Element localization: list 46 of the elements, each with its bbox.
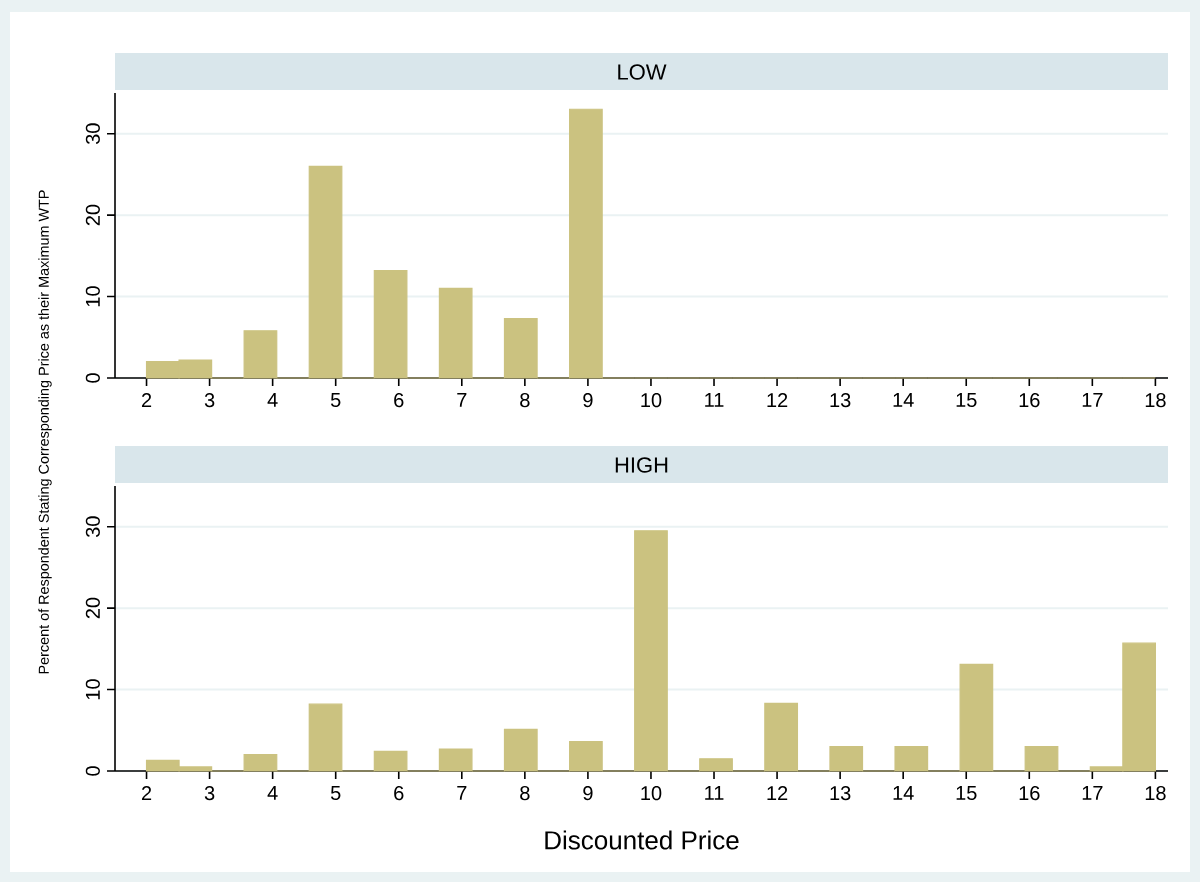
x-tick-label: 10 <box>641 393 662 408</box>
x-tick-label: 16 <box>1019 786 1040 801</box>
x-tick-label: 2 <box>141 786 152 801</box>
x-tick-label: 12 <box>767 393 788 408</box>
x-tick-label: 6 <box>394 786 404 801</box>
x-tick-label: 8 <box>520 786 530 801</box>
x-tick-label: 10 <box>641 786 662 801</box>
x-tick-label: 4 <box>267 786 278 800</box>
x-tick-label: 5 <box>330 393 341 407</box>
x-tick-label: 3 <box>204 786 215 801</box>
y-tick-label: 0 <box>85 766 100 776</box>
x-tick-label: 14 <box>893 786 914 800</box>
y-axis-title: Percent of Respondent Stating Corresponding Price as their Maximum WTP <box>38 190 52 674</box>
x-tick-label: 17 <box>1082 393 1103 407</box>
y-tick-label: 30 <box>85 123 100 145</box>
chart-title: LOW <box>618 64 667 80</box>
x-tick-label: 7 <box>457 786 467 800</box>
x-tick-label: 5 <box>330 786 341 800</box>
chart-title: HIGH <box>615 457 668 473</box>
x-tick-label: 13 <box>830 786 851 801</box>
x-tick-label: 11 <box>705 786 724 800</box>
x-tick-label: 16 <box>1019 393 1040 408</box>
x-tick-label: 4 <box>267 393 278 407</box>
y-tick-label: 0 <box>85 373 100 383</box>
x-tick-label: 18 <box>1145 786 1166 801</box>
y-tick-label: 20 <box>85 204 100 226</box>
x-tick-label: 14 <box>893 393 914 407</box>
y-tick-label: 30 <box>85 516 100 538</box>
x-tick-label: 6 <box>394 393 404 408</box>
x-tick-label: 15 <box>956 786 977 800</box>
x-tick-label: 15 <box>956 393 977 407</box>
y-tick-label: 10 <box>85 679 100 700</box>
x-tick-label: 9 <box>583 393 593 408</box>
y-tick-label: 10 <box>85 286 100 307</box>
x-tick-label: 17 <box>1082 786 1103 800</box>
x-tick-label: 7 <box>457 393 467 407</box>
x-tick-label: 8 <box>520 393 530 408</box>
x-tick-label: 12 <box>767 786 788 801</box>
x-tick-label: 2 <box>141 393 152 408</box>
x-tick-label: 3 <box>204 393 215 408</box>
x-tick-label: 9 <box>583 786 593 801</box>
x-tick-label: 11 <box>705 393 724 407</box>
x-tick-label: 13 <box>830 393 851 408</box>
x-axis-title: Discounted Price <box>545 830 739 850</box>
x-tick-label: 18 <box>1145 393 1166 408</box>
y-tick-label: 20 <box>85 597 100 619</box>
